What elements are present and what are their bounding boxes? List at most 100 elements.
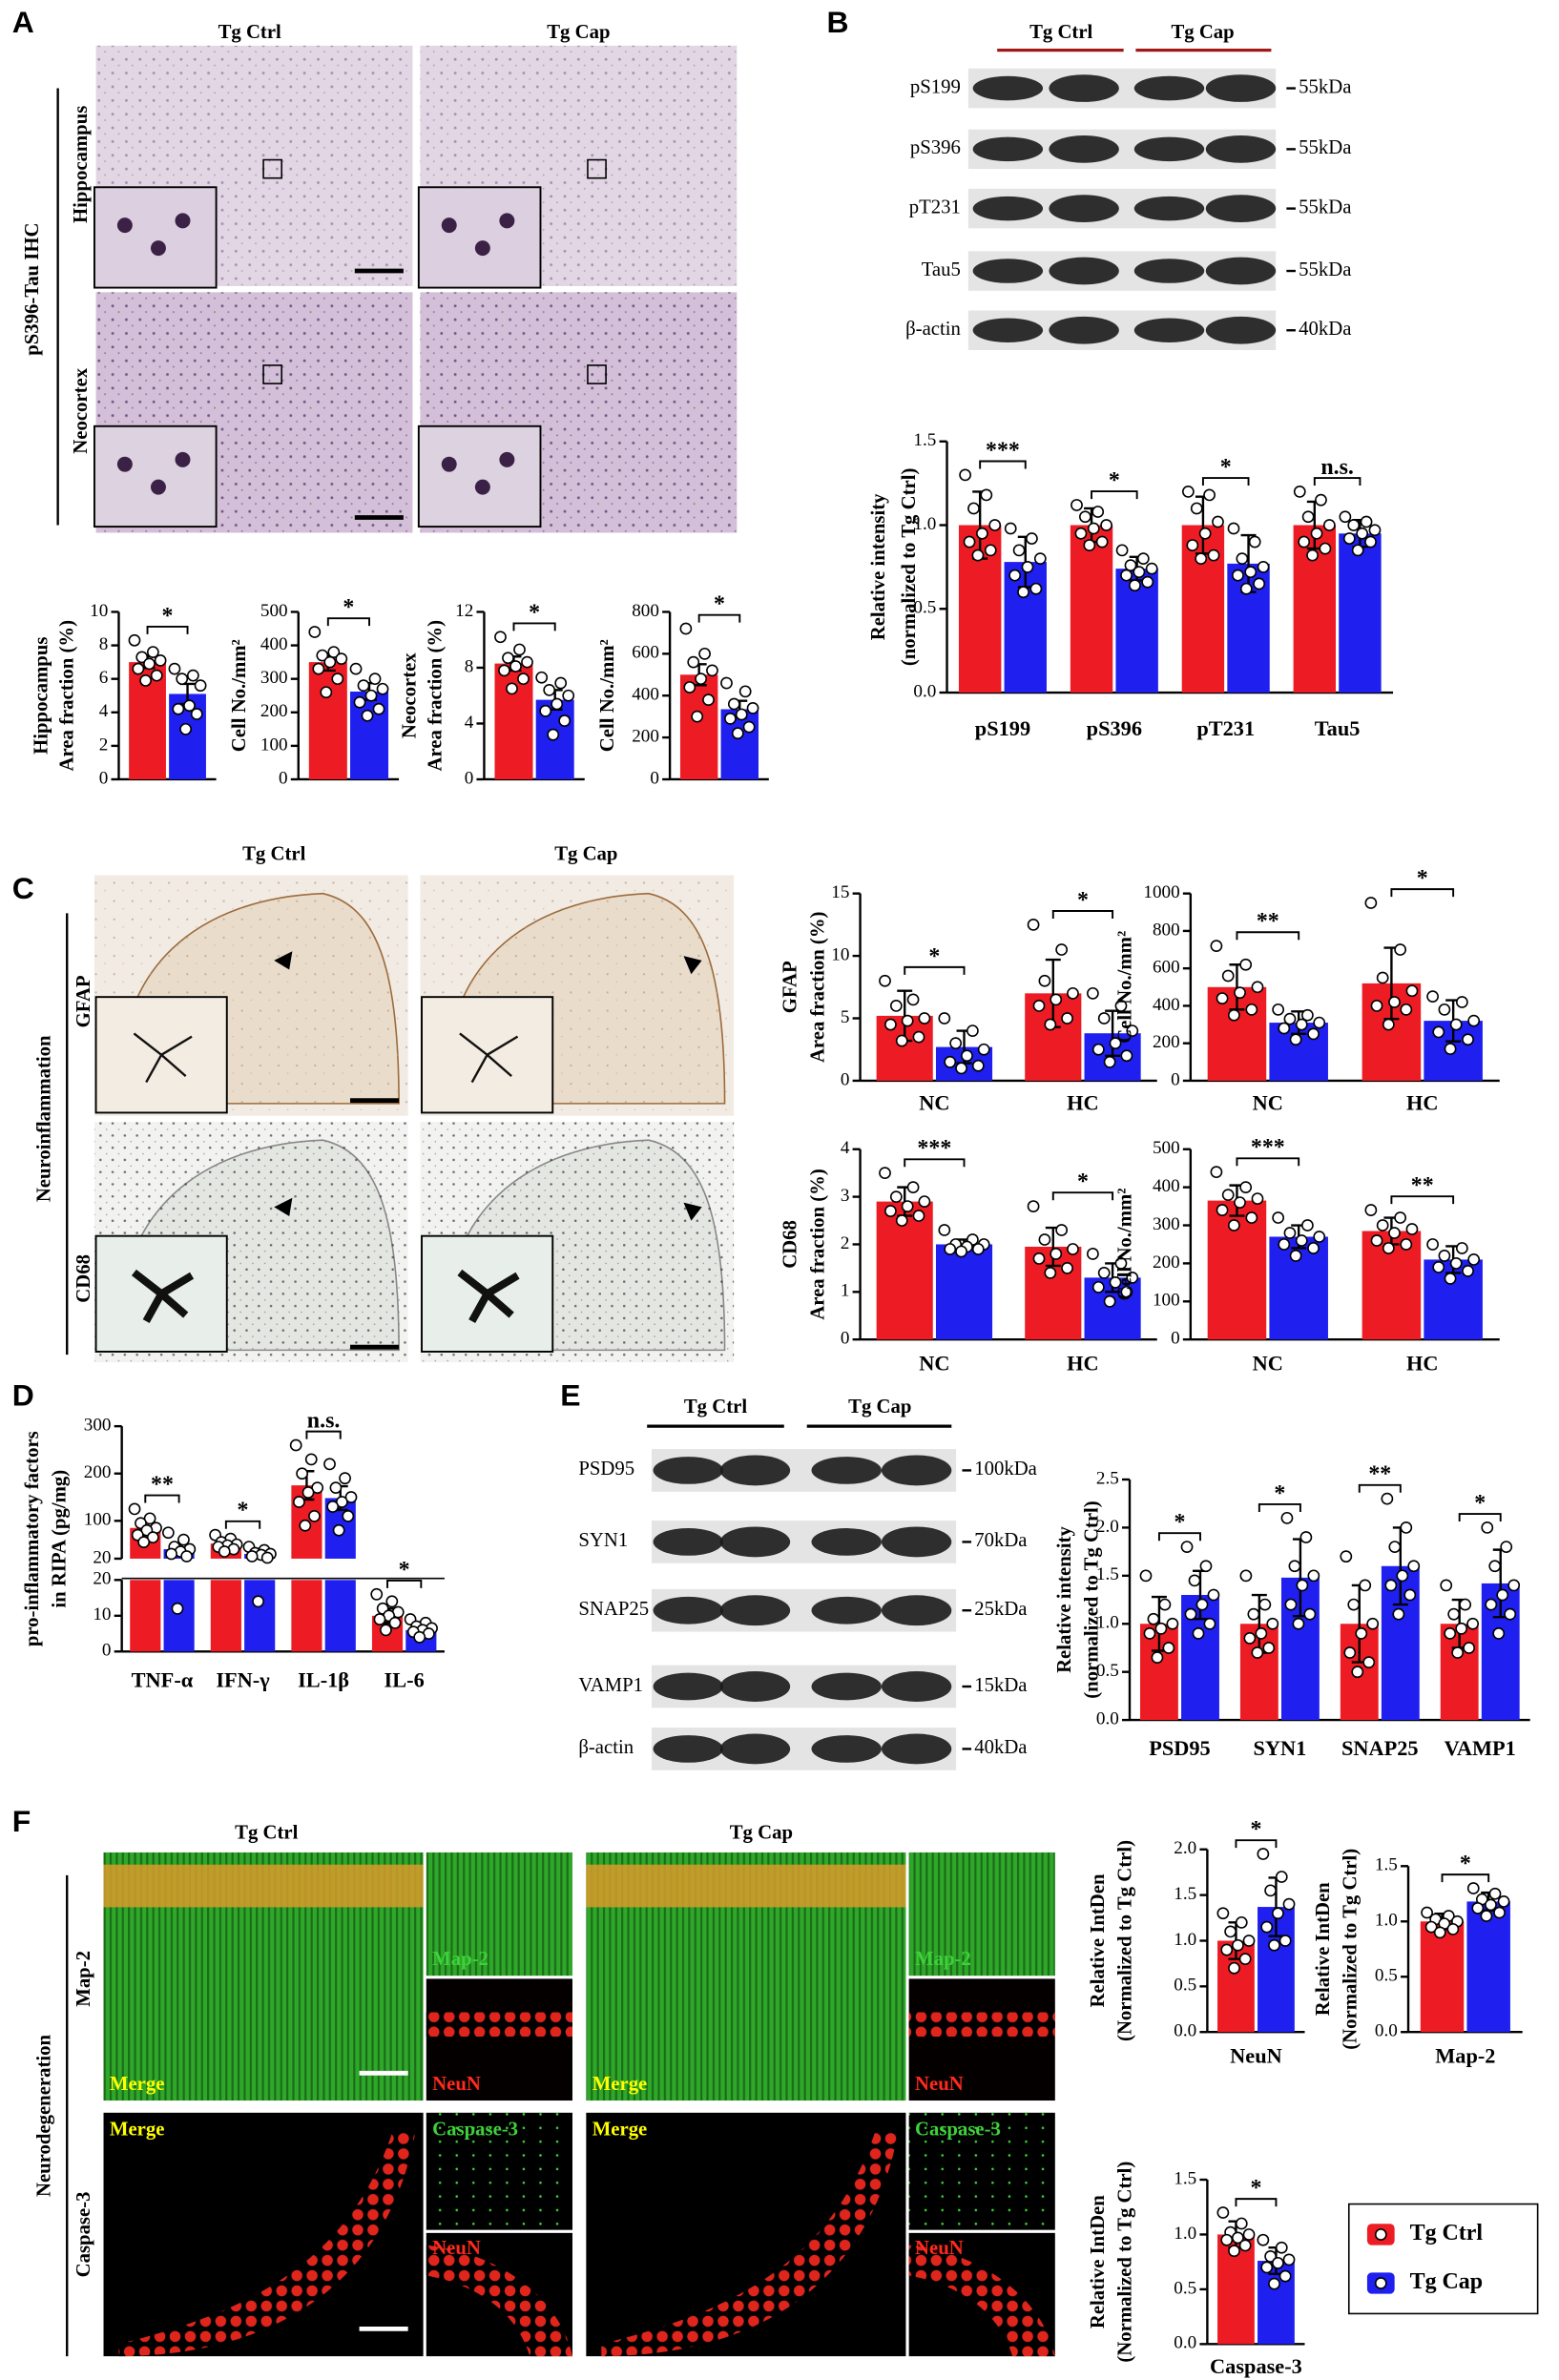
data-point <box>551 697 564 711</box>
data-point <box>1220 2233 1234 2246</box>
blot-band <box>972 259 1044 283</box>
data-point <box>1289 1033 1302 1046</box>
data-point <box>1251 1646 1264 1659</box>
y-axis-label: (Normalized to Tg Ctrl) <box>1115 1840 1136 2041</box>
data-point <box>944 1243 957 1255</box>
data-point <box>135 651 149 664</box>
y-tick-label: 400 <box>1153 995 1180 1015</box>
data-point <box>1310 527 1323 540</box>
data-point <box>1114 1257 1128 1270</box>
data-point <box>1188 1574 1201 1587</box>
y-tick-label: 1.0 <box>913 514 936 534</box>
data-point <box>1091 1280 1105 1293</box>
micrograph <box>908 1852 1055 1976</box>
arrowhead <box>274 951 293 970</box>
x-tick-label: HC <box>1406 1091 1439 1115</box>
data-point <box>1114 1000 1128 1012</box>
blot-band <box>811 1528 882 1556</box>
data-point <box>1295 1018 1308 1031</box>
y-tick-label: 2.5 <box>1096 1468 1119 1488</box>
x-tick-label: Tau5 <box>1315 716 1361 740</box>
data-point <box>961 1049 973 1063</box>
data-point <box>1278 1022 1291 1035</box>
y-tick-label: 1.5 <box>1174 1884 1196 1904</box>
data-point <box>1004 522 1017 535</box>
data-point <box>1044 1267 1057 1279</box>
data-point <box>1154 1622 1168 1635</box>
side-label: Neurodegeneration <box>34 2034 55 2197</box>
y-axis-label: Area fraction (%) <box>807 1169 828 1320</box>
data-point <box>323 655 337 669</box>
data-point <box>901 1200 914 1212</box>
x-tick-label: IL-1β <box>298 1667 349 1691</box>
image-label: Merge <box>110 2074 165 2095</box>
data-point <box>1029 582 1043 595</box>
data-point <box>901 1014 914 1027</box>
y-tick-label: 300 <box>1153 1214 1180 1234</box>
significance-bracket <box>326 617 370 627</box>
significance-label: * <box>399 1558 410 1583</box>
data-point <box>1299 1531 1313 1543</box>
data-point <box>1145 562 1158 575</box>
data-point <box>370 1587 384 1601</box>
significance-label: * <box>1220 455 1232 480</box>
data-point <box>706 664 718 677</box>
data-point <box>683 681 696 693</box>
x-axis-label: Map-2 <box>1435 2043 1495 2067</box>
data-point <box>1253 577 1266 590</box>
data-point <box>1296 1579 1309 1592</box>
data-point <box>1488 1887 1502 1900</box>
data-point <box>1351 544 1364 557</box>
y-tick-label: 0 <box>650 768 659 788</box>
data-point <box>1162 1642 1175 1654</box>
significance-label: * <box>928 944 940 969</box>
blot-band <box>1205 257 1277 285</box>
data-point <box>1038 1233 1051 1246</box>
data-point <box>357 679 370 693</box>
data-point <box>1195 1598 1209 1611</box>
data-point <box>1504 1607 1517 1621</box>
bar <box>1420 1921 1465 2033</box>
x-tick-label: PSD95 <box>1149 1736 1211 1760</box>
significance-label: n.s. <box>307 1409 341 1434</box>
bar <box>1339 533 1382 693</box>
blot-band <box>1133 136 1205 162</box>
blot-band <box>1049 135 1119 163</box>
x-tick-label: SNAP25 <box>1341 1736 1419 1760</box>
data-point <box>1492 1626 1506 1640</box>
data-point <box>1242 2228 1256 2241</box>
data-point <box>1071 499 1083 511</box>
data-point <box>1388 1227 1401 1239</box>
y-tick-label: 600 <box>1153 958 1180 978</box>
data-point <box>1141 575 1154 589</box>
data-point <box>1462 1033 1474 1046</box>
data-point <box>1438 1250 1451 1262</box>
data-point <box>1500 1541 1513 1553</box>
data-point <box>1248 535 1261 548</box>
data-point <box>1091 506 1105 518</box>
column-header: Tg Ctrl <box>684 1397 747 1418</box>
image-label: Map-2 <box>432 1949 488 1970</box>
y-tick-label: 500 <box>260 601 288 621</box>
data-point <box>1307 1027 1320 1041</box>
y-tick-label: 2.0 <box>1174 1838 1196 1858</box>
data-point <box>1027 918 1040 931</box>
data-point <box>165 1547 177 1561</box>
data-point <box>293 1496 305 1508</box>
y-tick-label: 300 <box>260 668 288 688</box>
data-point <box>984 544 997 557</box>
data-point <box>332 1523 345 1537</box>
data-point <box>731 727 744 740</box>
data-point <box>1184 1607 1197 1621</box>
x-tick-label: HC <box>1406 1351 1439 1375</box>
blot-band <box>653 1528 723 1556</box>
data-point <box>1463 1642 1476 1654</box>
blot-band <box>972 196 1044 221</box>
x-tick-label: pT231 <box>1196 716 1255 740</box>
data-point <box>1050 1248 1063 1260</box>
data-point <box>1370 1000 1383 1012</box>
data-point <box>1266 1617 1279 1630</box>
inset <box>417 186 542 289</box>
significance-label: * <box>1077 888 1089 913</box>
marker-label: 15kDa <box>974 1675 1027 1696</box>
